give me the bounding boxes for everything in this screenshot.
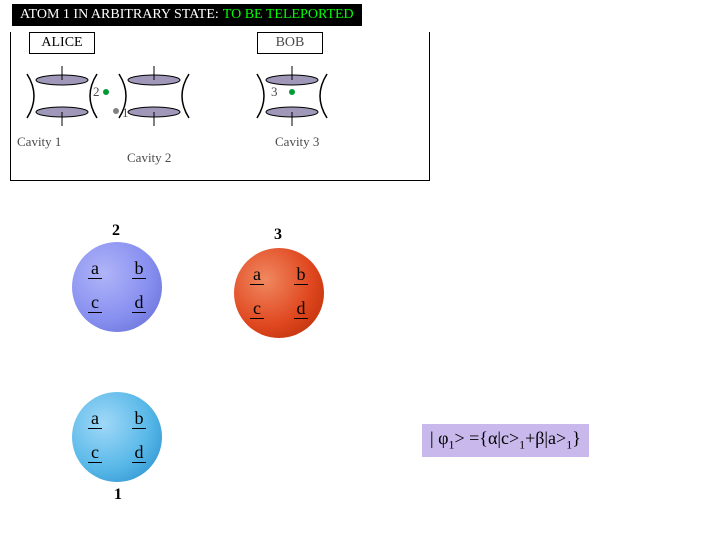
- atom-dot-1: [113, 108, 119, 114]
- circle-2: a b c d: [72, 242, 162, 332]
- title-white: ATOM 1 IN ARBITRARY STATE:: [20, 7, 219, 23]
- c1-b: b: [132, 408, 146, 429]
- c1-c: c: [88, 442, 102, 463]
- eq-p2: > ={α|c>: [455, 428, 520, 448]
- c1-a: a: [88, 408, 102, 429]
- c3-b-u: [294, 284, 308, 285]
- eq-p6: }: [572, 428, 581, 448]
- circle-1: a b c d: [72, 392, 162, 482]
- title-green: TO BE TELEPORTED: [223, 7, 354, 23]
- cavity3-label: Cavity 3: [275, 134, 319, 150]
- c1-d-u: [132, 462, 146, 463]
- cavity3-svg: [247, 66, 337, 126]
- num-2: 2: [93, 84, 100, 100]
- c3-c: c: [250, 298, 264, 319]
- c1-d: d: [132, 442, 146, 463]
- circle-3-letters: a b c d: [234, 248, 324, 338]
- c1-c-u: [88, 462, 102, 463]
- c2-d: d: [132, 292, 146, 313]
- c3-a: a: [250, 264, 264, 285]
- c2-c: c: [88, 292, 102, 313]
- alice-label: ALICE: [29, 32, 95, 54]
- equation: | φ1> ={α|c>1+β|a>1}: [422, 424, 589, 457]
- cavity2-label: Cavity 2: [127, 150, 171, 166]
- c1-a-u: [88, 428, 102, 429]
- c3-d: d: [294, 298, 308, 319]
- c3-a-u: [250, 284, 264, 285]
- eq-p0: | φ: [430, 428, 449, 448]
- upper-panel: ALICE BOB 1 2 3 Cavity 1 Cavity 2 Cavity…: [10, 32, 430, 181]
- eq-p4: +β|a>: [525, 428, 566, 448]
- circle-1-letters: a b c d: [72, 392, 162, 482]
- c1-b-u: [132, 428, 146, 429]
- circle-3: a b c d: [234, 248, 324, 338]
- c3-b: b: [294, 264, 308, 285]
- circle-2-letters: a b c d: [72, 242, 162, 332]
- bob-label: BOB: [257, 32, 323, 54]
- outer-num-1: 1: [114, 486, 122, 504]
- c2-a: a: [88, 258, 102, 279]
- c2-d-u: [132, 312, 146, 313]
- cavity1-label: Cavity 1: [17, 134, 61, 150]
- c2-a-u: [88, 278, 102, 279]
- c3-d-u: [294, 318, 308, 319]
- outer-num-3: 3: [274, 226, 282, 244]
- atom-dot-3: [289, 89, 295, 95]
- num-1: 1: [122, 105, 129, 121]
- c3-c-u: [250, 318, 264, 319]
- c2-c-u: [88, 312, 102, 313]
- outer-num-2: 2: [112, 222, 120, 240]
- c2-b-u: [132, 278, 146, 279]
- title-bar: ATOM 1 IN ARBITRARY STATE: TO BE TELEPOR…: [12, 4, 362, 26]
- atom-dot-2: [103, 89, 109, 95]
- num-3: 3: [271, 84, 278, 100]
- c2-b: b: [132, 258, 146, 279]
